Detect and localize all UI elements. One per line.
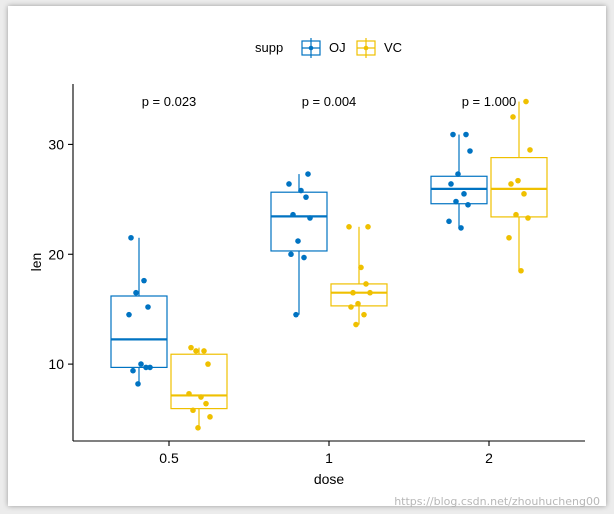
data-point-oj	[303, 194, 309, 200]
data-point-oj	[138, 361, 144, 367]
data-point-oj	[461, 191, 467, 197]
data-point-vc	[348, 304, 354, 310]
data-point-vc	[513, 211, 519, 218]
p-value-label: p = 0.004	[302, 94, 357, 109]
box-body	[490, 156, 548, 218]
data-point-oj	[448, 181, 454, 187]
y-axis-ticks: 10 20 30	[48, 136, 73, 372]
data-point-oj	[450, 131, 456, 138]
y-tick-label: 10	[48, 356, 64, 372]
p-value-label: p = 1.000	[462, 94, 517, 109]
data-point-vc	[358, 264, 364, 271]
chart-frame	[8, 6, 606, 506]
data-point-oj	[465, 202, 471, 208]
legend-label-vc: VC	[384, 40, 402, 55]
data-point-vc	[203, 400, 209, 407]
data-point-oj	[141, 277, 147, 284]
data-point-oj	[463, 131, 469, 138]
y-tick-label: 20	[48, 246, 64, 262]
x-axis-label: dose	[314, 471, 345, 487]
data-point-oj	[286, 181, 292, 187]
data-point-vc	[190, 407, 196, 414]
data-point-vc	[195, 425, 201, 431]
box-body	[110, 295, 168, 369]
data-point-oj	[130, 367, 136, 374]
legend-key-vc	[356, 38, 376, 58]
data-point-vc	[363, 281, 369, 287]
data-point-oj	[133, 289, 139, 296]
data-point-vc	[361, 311, 367, 318]
data-point-oj	[455, 171, 461, 177]
data-point-oj	[290, 211, 296, 218]
data-point-oj	[135, 381, 141, 387]
p-value-labels: p = 0.023 p = 0.004 p = 1.000	[142, 94, 517, 109]
data-point-vc	[367, 289, 373, 296]
watermark: https://blog.csdn.net/zhouhucheng00	[394, 495, 600, 508]
data-point-vc	[521, 191, 527, 197]
data-point-vc	[346, 224, 352, 230]
data-point-vc	[205, 361, 211, 367]
data-point-vc	[198, 394, 204, 400]
box-layer	[110, 101, 548, 428]
data-point-vc	[527, 147, 533, 153]
data-point-oj	[145, 304, 151, 310]
data-point-oj	[295, 238, 301, 244]
data-point-vc	[193, 348, 199, 354]
data-point-vc	[188, 344, 194, 351]
point-layer	[126, 98, 533, 431]
data-point-vc	[510, 114, 516, 120]
data-point-vc	[186, 390, 192, 397]
box-oj-2	[430, 134, 488, 228]
data-point-oj	[147, 364, 153, 371]
y-axis-label: len	[28, 253, 44, 272]
data-point-vc	[207, 414, 213, 420]
data-point-oj	[446, 218, 452, 225]
data-point-oj	[288, 251, 294, 258]
data-point-oj	[467, 148, 473, 154]
data-point-vc	[506, 234, 512, 241]
data-point-oj	[128, 234, 134, 241]
data-point-oj	[301, 254, 307, 261]
box-vc-2	[490, 101, 548, 271]
box-oj-1	[270, 174, 328, 315]
x-tick-label: 0.5	[159, 450, 179, 466]
data-point-vc	[353, 321, 359, 328]
data-point-oj	[458, 225, 464, 231]
x-axis-ticks: 0.5 1 2	[159, 441, 493, 466]
data-point-vc	[355, 300, 361, 307]
legend-label-oj: OJ	[329, 40, 346, 55]
legend-title: supp	[255, 40, 283, 55]
data-point-vc	[201, 348, 207, 354]
box-vc-0.5	[170, 347, 228, 428]
data-point-oj	[305, 171, 311, 177]
data-point-oj	[307, 215, 313, 221]
box-vc-1	[330, 226, 388, 325]
x-tick-label: 1	[325, 450, 333, 466]
legend-key-oj	[301, 38, 321, 58]
y-tick-label: 30	[48, 136, 64, 152]
x-tick-label: 2	[485, 450, 493, 466]
data-point-vc	[508, 181, 514, 187]
data-point-oj	[143, 364, 149, 371]
box-oj-0.5	[110, 237, 168, 384]
data-point-oj	[453, 198, 459, 205]
data-point-vc	[515, 177, 521, 184]
data-point-oj	[293, 311, 299, 318]
data-point-vc	[350, 289, 356, 296]
legend: supp OJ VC	[255, 38, 402, 58]
data-point-vc	[518, 267, 524, 274]
data-point-vc	[523, 98, 529, 105]
p-value-label: p = 0.023	[142, 94, 197, 109]
data-point-oj	[126, 311, 132, 318]
data-point-vc	[525, 215, 531, 221]
data-point-oj	[298, 187, 304, 194]
data-point-vc	[365, 224, 371, 230]
box-body	[170, 353, 228, 410]
